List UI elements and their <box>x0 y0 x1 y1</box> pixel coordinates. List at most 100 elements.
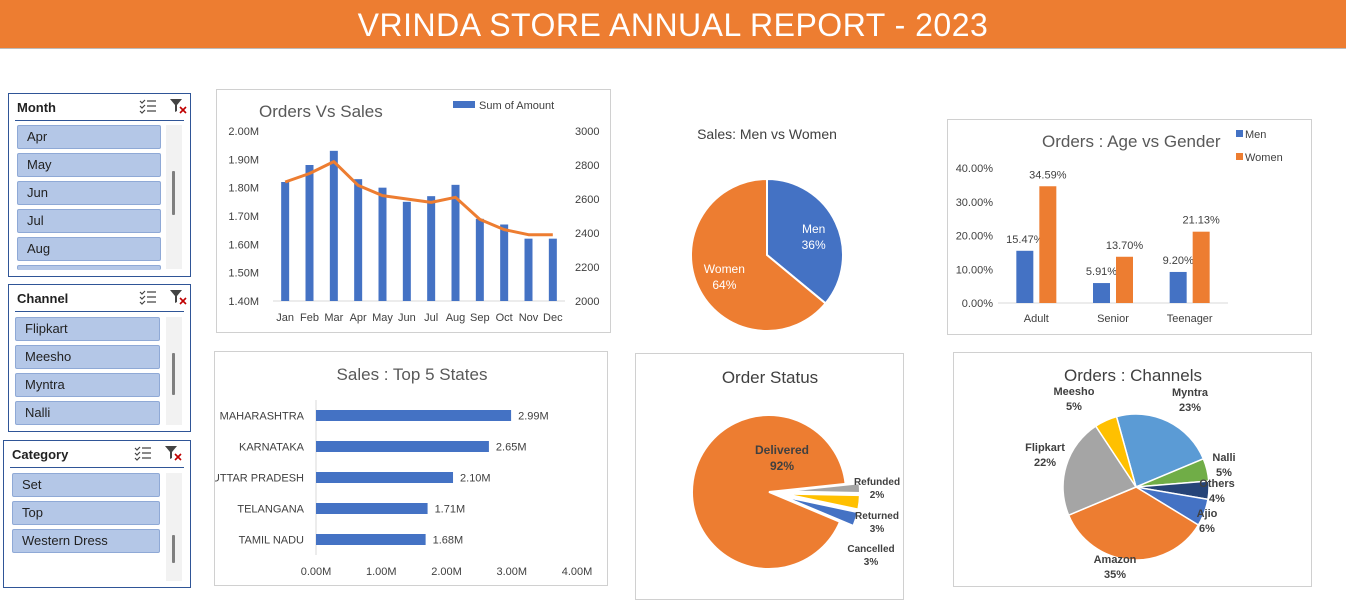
scrollbar-thumb[interactable] <box>172 535 175 563</box>
slice-label-others: Others <box>1199 478 1234 490</box>
x-tick-label: Jul <box>424 312 438 324</box>
y-tick-label: 40.00% <box>956 163 994 175</box>
slice-men <box>766 177 844 305</box>
chart-men-vs-women: Sales: Men vs Women Men 36% Women 64% <box>650 112 882 331</box>
slicer-item-partial[interactable] <box>17 265 161 270</box>
legend-swatch <box>453 101 475 108</box>
slice-label-cancelled: Cancelled <box>847 544 894 555</box>
slice-value-ajio: 6% <box>1199 523 1215 535</box>
slicer-month: Month Apr May Jun Jul Aug <box>8 93 191 277</box>
data-label: 1.68M <box>433 535 464 547</box>
slicer-item-myntra[interactable]: Myntra <box>15 373 160 397</box>
x-tick-label: Jan <box>276 312 294 324</box>
slice-value-myntra: 23% <box>1179 402 1201 414</box>
x-tick-label: Mar <box>324 312 343 324</box>
slicer-item-top[interactable]: Top <box>12 501 160 525</box>
data-label: 15.47% <box>1006 234 1044 246</box>
slice-value-flipkart: 22% <box>1034 457 1056 469</box>
chart-title: Orders : Age vs Gender <box>1042 132 1221 151</box>
slicer-scrollbar[interactable] <box>166 473 182 581</box>
slicer-header: Category <box>10 441 184 468</box>
slicer-scrollbar[interactable] <box>166 317 182 425</box>
slicer-category: Category Set Top Western Dress <box>3 440 191 588</box>
slice-value-meesho: 5% <box>1066 401 1082 413</box>
chart-age-vs-gender: Orders : Age vs Gender Men Women 0.00% 10.00… <box>947 119 1312 335</box>
multi-select-icon[interactable] <box>139 98 157 114</box>
legend-label: Women <box>1245 152 1283 164</box>
slicer-item-apr[interactable]: Apr <box>17 125 161 149</box>
bar-oct <box>500 224 509 301</box>
slicer-item-aug[interactable]: Aug <box>17 237 161 261</box>
slicer-item-western-dress[interactable]: Western Dress <box>12 529 160 553</box>
bar-nov <box>524 238 533 301</box>
clear-filter-icon[interactable] <box>169 98 187 114</box>
slice-label-delivered: Delivered <box>755 443 809 457</box>
bar-senior-women <box>1116 256 1133 303</box>
data-label: 2.65M <box>496 442 527 454</box>
legend-label: Men <box>1245 129 1266 141</box>
y-tick-label: 2.00M <box>228 126 259 138</box>
bar-adult-women <box>1039 186 1057 303</box>
y-tick-label: 30.00% <box>956 197 994 209</box>
y2-tick-label: 3000 <box>575 126 599 138</box>
y2-tick-label: 2200 <box>575 262 599 274</box>
orders-line <box>284 160 553 237</box>
x-tick-label: Jun <box>398 312 416 324</box>
age-vs-gender-svg: Orders : Age vs Gender Men Women 0.00% 10.00… <box>956 129 1283 325</box>
x-tick-label: 3.00M <box>496 566 527 578</box>
x-tick-label: Apr <box>350 312 367 324</box>
data-label: 21.13% <box>1183 215 1221 227</box>
slice-label-flipkart: Flipkart <box>1025 442 1065 454</box>
bar-jan <box>281 182 290 301</box>
x-tick-label: Senior <box>1097 313 1129 325</box>
legend-swatch <box>1236 153 1243 160</box>
slice-value-amazon: 35% <box>1104 569 1126 581</box>
bar-jun <box>402 201 411 301</box>
chart-title: Orders Vs Sales <box>259 102 383 121</box>
clear-filter-icon[interactable] <box>169 289 187 305</box>
men-vs-women-svg: Sales: Men vs Women Men 36% Women 64% <box>690 126 844 331</box>
bar-feb <box>305 165 314 301</box>
slice-label-meesho: Meesho <box>1054 386 1095 398</box>
x-tick-label: Aug <box>446 312 466 324</box>
bar-tamil-nadu <box>316 534 426 545</box>
y-tick-label: 1.80M <box>228 183 259 195</box>
multi-select-icon[interactable] <box>139 289 157 305</box>
slice-flipkart <box>1062 425 1138 517</box>
x-tick-label: May <box>372 312 393 324</box>
slicer-item-meesho[interactable]: Meesho <box>15 345 160 369</box>
slicer-item-set[interactable]: Set <box>12 473 160 497</box>
slice-label-women: Women <box>704 262 745 276</box>
clear-filter-icon[interactable] <box>164 445 182 461</box>
data-label: 2.99M <box>518 411 549 423</box>
slice-label-ajio: Ajio <box>1197 508 1218 520</box>
bar-may <box>378 187 387 301</box>
report-title: VRINDA STORE ANNUAL REPORT - 2023 <box>357 7 989 43</box>
scrollbar-thumb[interactable] <box>172 171 175 215</box>
slicer-item-jun[interactable]: Jun <box>17 181 161 205</box>
slicer-item-flipkart[interactable]: Flipkart <box>15 317 160 341</box>
slice-value-delivered: 92% <box>770 459 794 473</box>
y-tick-label: 1.70M <box>228 211 259 223</box>
slice-refunded <box>782 482 861 494</box>
bar-adult-men <box>1016 250 1034 303</box>
bar-mar <box>329 150 338 301</box>
x-tick-label: Teenager <box>1167 313 1213 325</box>
multi-select-icon[interactable] <box>134 445 152 461</box>
scrollbar-thumb[interactable] <box>172 353 175 395</box>
slicer-scrollbar[interactable] <box>166 125 182 269</box>
legend-swatch <box>1236 130 1243 137</box>
y-tick-label: 1.50M <box>228 268 259 280</box>
slice-cancelled <box>781 495 859 528</box>
slicer-item-jul[interactable]: Jul <box>17 209 161 233</box>
slicer-item-nalli[interactable]: Nalli <box>15 401 160 425</box>
data-label: 13.70% <box>1106 240 1144 252</box>
slice-value-nalli: 5% <box>1216 467 1232 479</box>
data-label: 9.20% <box>1163 255 1194 267</box>
slice-label-returned: Returned <box>855 511 899 522</box>
top-states-svg: Sales : Top 5 States MAHARASHTRA 2.99M KARN… <box>215 365 593 578</box>
slice-delivered <box>691 414 847 570</box>
x-tick-label: 4.00M <box>562 566 593 578</box>
slice-value-others: 4% <box>1209 493 1225 505</box>
slicer-item-may[interactable]: May <box>17 153 161 177</box>
